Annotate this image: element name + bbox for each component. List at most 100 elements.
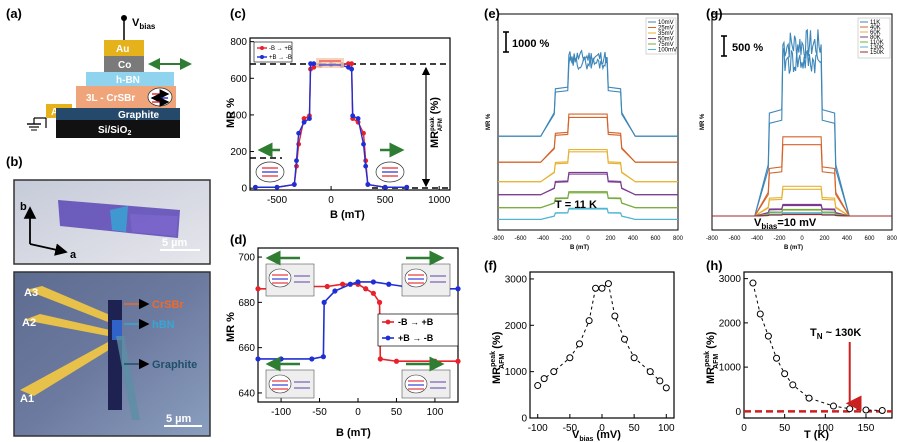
substrate-layer: [56, 120, 180, 138]
point-c-0: [301, 116, 307, 121]
point-c-1: [349, 66, 355, 72]
legend-d: [377, 313, 459, 347]
x-tick-label: -50: [312, 407, 327, 418]
e-x-tick-label: 800: [673, 236, 684, 242]
contact-a1-text: A1: [20, 393, 34, 405]
point-d-1: [370, 279, 376, 285]
vbias-text-g: Vbias=10 mV: [754, 217, 817, 231]
x-tick-label: 50: [391, 407, 403, 418]
x-tick-label: -100: [528, 423, 548, 434]
hbn-text: h-BN: [116, 75, 140, 86]
contact-a3: [26, 286, 110, 322]
h-point: [749, 279, 757, 287]
y-tick-label: 0: [241, 184, 247, 195]
point-d-0: [340, 281, 346, 287]
g-x-tick-label: -800: [706, 236, 719, 242]
x-tick-label: 0: [355, 407, 361, 418]
substrate-text: Si/SiO2: [98, 125, 131, 137]
e-x-tick-label: 600: [650, 236, 661, 242]
h-point: [846, 405, 854, 413]
f-point: [550, 368, 558, 376]
y-tick-label: 0: [521, 414, 527, 425]
point-d-1: [386, 281, 392, 287]
graphite-text-label: Graphite: [152, 359, 197, 371]
point-d-1: [255, 356, 261, 362]
y-tick-label: 3000: [719, 274, 742, 285]
scale-text-g: 500 %: [732, 42, 763, 54]
legend-e-text: 25mV: [658, 26, 674, 32]
f-point: [646, 368, 654, 376]
contact-a3-text: A3: [24, 287, 38, 299]
y-tick-label: 800: [230, 37, 247, 48]
c-ylabel: MR %: [225, 98, 237, 128]
panel-d-label: (d): [230, 232, 247, 247]
legend-d-blue: +B → -B: [398, 333, 434, 343]
point-c-1: [296, 130, 302, 136]
g-x-tick-label: -200: [773, 236, 786, 242]
legend-e-text: 35mV: [658, 31, 674, 37]
legend-d-red: -B → +B: [398, 317, 434, 327]
f-point: [630, 354, 638, 362]
e-curve-2: [498, 149, 678, 183]
point-c-1: [363, 163, 369, 169]
e-x-tick-label: 400: [628, 236, 639, 242]
y-tick-label: 200: [230, 147, 247, 158]
f-point: [592, 284, 600, 292]
x-tick-label: 0: [328, 195, 334, 206]
g-curve-2: [712, 185, 892, 217]
legend-e-text: 50mV: [658, 37, 674, 43]
x-tick-label: 500: [377, 195, 394, 206]
h-point: [789, 381, 797, 389]
g-curve-back-6: [712, 213, 892, 217]
e-curve-back-0: [498, 55, 678, 137]
legend-g-text: 80K: [870, 35, 881, 41]
panel-d: (d) -100 -50 0 50 100 640 660 680 700 -B → +B +B…: [225, 232, 461, 439]
f-point: [662, 384, 670, 392]
legend-g-text: 110K: [870, 40, 884, 46]
panel-c: (c) -500 0 500 1000 0 200 400 600 800 MRpeak AFM(…: [225, 6, 451, 221]
e-x-tick-label: -400: [537, 236, 550, 242]
chart-h-frame: [743, 271, 893, 419]
y-tick-label: 2000: [505, 321, 528, 332]
point-d-1: [321, 299, 327, 305]
g-curve-back-1: [712, 144, 892, 217]
spin-inset-icon: [404, 268, 428, 288]
f-point: [611, 312, 619, 320]
panel-f-label: (f): [484, 258, 497, 273]
point-d-0: [393, 358, 400, 364]
chart-e-frame: [497, 13, 679, 231]
point-c-1: [365, 182, 371, 187]
g-x-tick-label: 400: [842, 236, 853, 242]
y-tick-label: 3000: [505, 274, 528, 285]
spin-inset-icon: [268, 374, 292, 394]
co-layer: [104, 56, 144, 72]
legend-g: [857, 17, 891, 59]
y-tick-label: 600: [230, 74, 247, 85]
panel-h: (h) 0 50 100 150 0 1000 2000 3000 TN ~ 130K T (…: [704, 258, 893, 441]
h-point: [781, 370, 789, 378]
point-d-1: [309, 356, 315, 362]
panel-e: (e) -800 -600 -400 -200 0 200 400 600 800 1000 %…: [484, 6, 684, 251]
e-x-tick-label: -800: [492, 236, 505, 242]
point-c-1: [311, 61, 317, 67]
point-c-1: [253, 184, 258, 190]
g-curve-back-2: [712, 188, 892, 217]
g-ylabel: MR %: [700, 113, 706, 130]
au-top-text: Au: [116, 44, 129, 55]
point-d-0: [370, 290, 376, 296]
y-tick-label: 2000: [719, 318, 742, 329]
inset-afm-c: [316, 58, 344, 68]
h-point: [805, 394, 813, 402]
legend-e-text: 75mV: [658, 42, 674, 48]
f-point: [598, 284, 606, 292]
e-x-tick-label: 200: [605, 236, 616, 242]
x-tick-label: 100: [427, 407, 444, 418]
h-trend-line: [752, 282, 883, 411]
e-curve-back-3: [498, 173, 678, 196]
x-tick-label: 1000: [428, 195, 451, 206]
point-d-1: [320, 354, 326, 360]
h-point: [829, 402, 837, 410]
y-tick-label: 660: [238, 343, 255, 354]
h-point: [764, 332, 772, 340]
